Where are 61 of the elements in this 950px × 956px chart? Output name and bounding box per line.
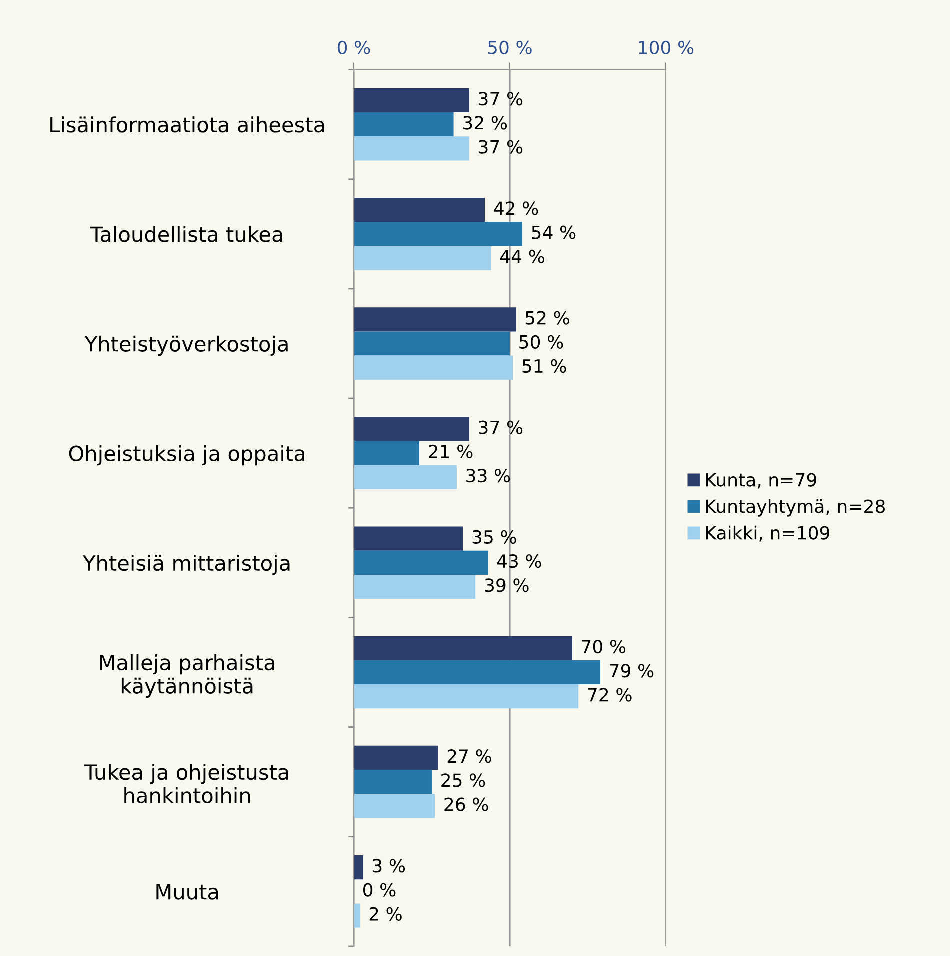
data-label: 70 % — [582, 640, 626, 654]
x-tick-label: 0 % — [338, 40, 370, 54]
bar — [354, 198, 485, 222]
y-tick-label: Yhteistyöverkostoja — [84, 336, 288, 356]
data-label: 39 % — [485, 578, 529, 592]
data-label: 21 % — [429, 444, 473, 459]
data-label: 35 % — [472, 530, 516, 544]
bar — [354, 246, 492, 270]
bar — [354, 136, 470, 161]
bar — [354, 526, 464, 551]
bar — [354, 112, 454, 137]
legend-label: Kuntayhtymä, n=28 — [706, 499, 885, 517]
bar — [354, 417, 470, 442]
x-tick-label: 100 % — [639, 40, 694, 54]
legend-label: Kunta, n=79 — [706, 473, 816, 489]
data-label: 50 % — [520, 335, 564, 349]
bar — [354, 441, 420, 466]
bar — [354, 332, 510, 356]
bar — [354, 855, 364, 880]
data-label: 32 % — [464, 116, 508, 130]
bar — [354, 465, 457, 490]
bar — [354, 904, 360, 928]
bar — [354, 636, 572, 660]
data-label: 27 % — [448, 750, 492, 764]
data-label: 0 % — [363, 883, 396, 897]
data-label: 37 % — [479, 420, 523, 434]
data-label: 42 % — [494, 202, 538, 216]
data-label: 72 % — [588, 688, 632, 702]
legend-label: Kaikki, n=109 — [706, 526, 830, 542]
data-label: 33 % — [466, 469, 510, 483]
bar — [354, 550, 488, 575]
data-label: 26 % — [444, 798, 488, 812]
data-label: 25 % — [442, 774, 486, 788]
data-label: 52 % — [526, 311, 570, 325]
data-label: 2 % — [370, 907, 402, 921]
y-tick-label: Taloudellista tukea — [90, 226, 282, 242]
y-tick-label: Yhteisiä mittaristoja — [82, 554, 290, 576]
bar — [354, 222, 522, 246]
bar — [354, 684, 579, 709]
x-tick-label: 50 % — [488, 40, 532, 54]
y-tick-label: Tukea ja ohjeistusta hankintoihin — [84, 764, 288, 804]
data-label: 3 % — [373, 859, 406, 873]
bar — [354, 574, 476, 600]
data-label: 44 % — [500, 250, 544, 264]
data-label: 37 % — [479, 140, 523, 154]
y-tick-label: Lisäinformaatiota aiheesta — [50, 116, 324, 133]
bar — [354, 308, 516, 332]
y-tick-label: Malleja parhaista käytännöistä — [100, 654, 274, 698]
bar — [354, 356, 514, 380]
data-label: 43 % — [497, 554, 542, 568]
data-label: 79 % — [610, 664, 654, 678]
data-label: 51 % — [522, 359, 566, 374]
bar — [354, 88, 470, 113]
bar — [354, 794, 436, 818]
bar — [354, 660, 600, 685]
data-label: 37 % — [479, 92, 523, 106]
bar — [354, 770, 432, 794]
y-tick-label: Ohjeistuksia ja oppaita — [69, 445, 305, 466]
data-label: 54 % — [532, 226, 576, 240]
bar — [354, 746, 438, 770]
y-tick-label: Muuta — [156, 884, 218, 900]
